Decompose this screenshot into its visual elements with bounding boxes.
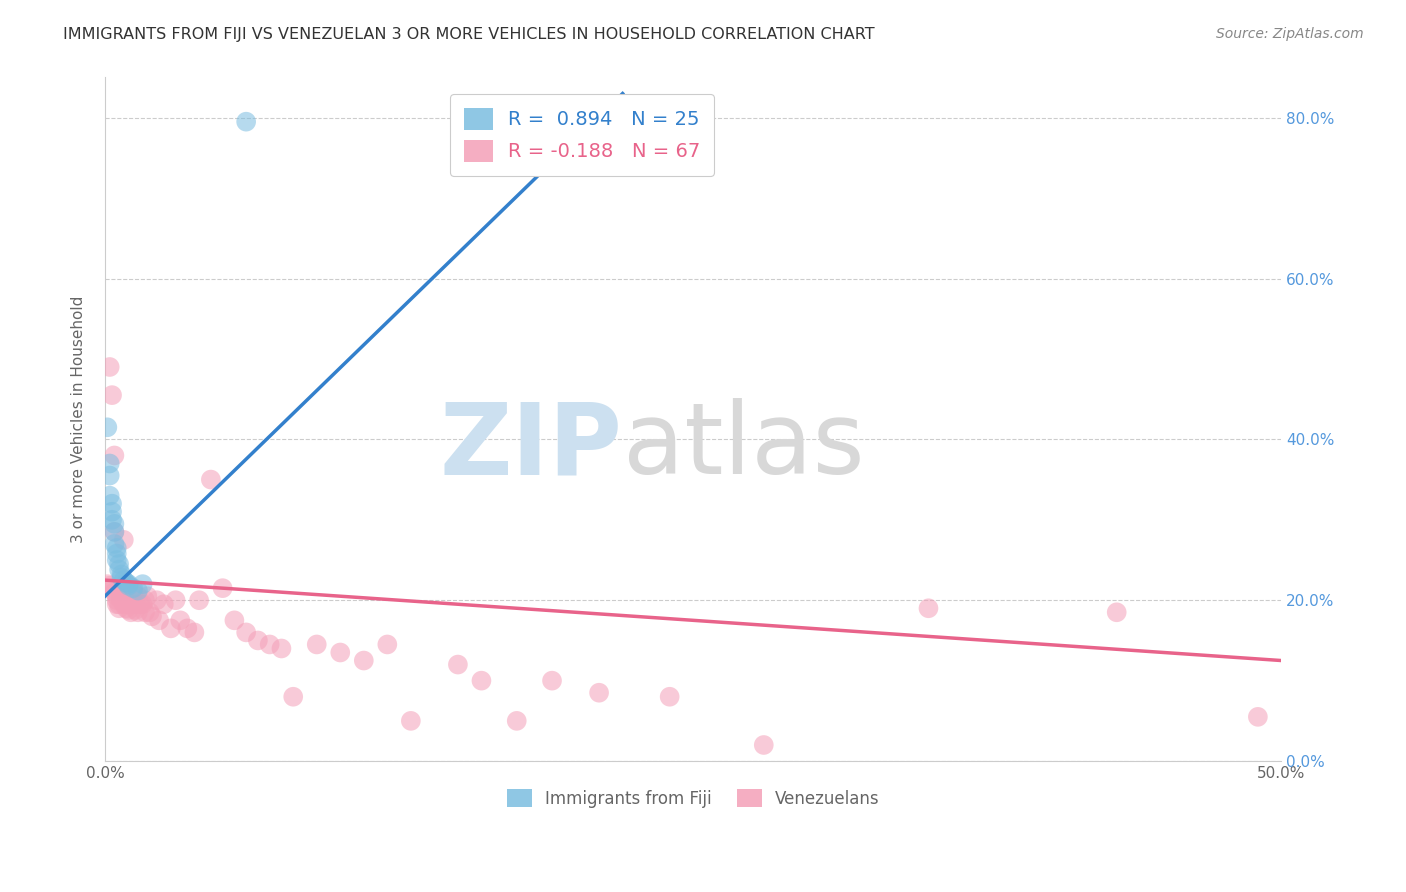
Point — [447, 657, 470, 672]
Point — [105, 547, 128, 561]
Point — [141, 609, 163, 624]
Point — [98, 359, 121, 374]
Point — [101, 388, 124, 402]
Point — [112, 573, 135, 587]
Point — [96, 420, 118, 434]
Point — [211, 581, 233, 595]
Point — [200, 473, 222, 487]
Point — [131, 597, 153, 611]
Point — [127, 583, 149, 598]
Point — [588, 686, 610, 700]
Point — [101, 581, 124, 595]
Point — [658, 690, 681, 704]
Text: ZIP: ZIP — [440, 398, 623, 495]
Point — [246, 633, 269, 648]
Point — [134, 593, 156, 607]
Point — [148, 613, 170, 627]
Point — [103, 449, 125, 463]
Point — [115, 601, 138, 615]
Point — [103, 537, 125, 551]
Point — [122, 585, 145, 599]
Point — [131, 577, 153, 591]
Point — [103, 524, 125, 539]
Point — [224, 613, 246, 627]
Point — [235, 114, 257, 128]
Point — [110, 571, 132, 585]
Point — [115, 577, 138, 591]
Text: Source: ZipAtlas.com: Source: ZipAtlas.com — [1216, 27, 1364, 41]
Point — [110, 567, 132, 582]
Point — [917, 601, 939, 615]
Point — [127, 589, 149, 603]
Point — [103, 524, 125, 539]
Point — [122, 581, 145, 595]
Point — [101, 513, 124, 527]
Point — [188, 593, 211, 607]
Legend: Immigrants from Fiji, Venezuelans: Immigrants from Fiji, Venezuelans — [501, 783, 886, 814]
Point — [117, 577, 139, 591]
Point — [1247, 710, 1270, 724]
Point — [115, 575, 138, 590]
Point — [145, 593, 167, 607]
Point — [259, 637, 281, 651]
Point — [101, 497, 124, 511]
Point — [105, 541, 128, 555]
Point — [96, 577, 118, 591]
Point — [105, 589, 128, 603]
Point — [134, 605, 156, 619]
Point — [1105, 605, 1128, 619]
Point — [169, 613, 191, 627]
Point — [120, 593, 142, 607]
Point — [136, 589, 159, 603]
Point — [129, 597, 152, 611]
Point — [117, 597, 139, 611]
Point — [470, 673, 492, 688]
Point — [165, 593, 187, 607]
Point — [98, 489, 121, 503]
Point — [110, 593, 132, 607]
Point — [124, 603, 146, 617]
Point — [235, 625, 257, 640]
Point — [176, 621, 198, 635]
Point — [127, 605, 149, 619]
Text: IMMIGRANTS FROM FIJI VS VENEZUELAN 3 OR MORE VEHICLES IN HOUSEHOLD CORRELATION C: IMMIGRANTS FROM FIJI VS VENEZUELAN 3 OR … — [63, 27, 875, 42]
Point — [110, 589, 132, 603]
Point — [270, 641, 292, 656]
Text: atlas: atlas — [623, 398, 865, 495]
Point — [112, 597, 135, 611]
Point — [305, 637, 328, 651]
Point — [183, 625, 205, 640]
Point — [353, 654, 375, 668]
Point — [752, 738, 775, 752]
Point — [329, 646, 352, 660]
Point — [375, 637, 398, 651]
Point — [103, 585, 125, 599]
Point — [541, 673, 564, 688]
Point — [101, 505, 124, 519]
Point — [399, 714, 422, 728]
Point — [105, 593, 128, 607]
Point — [506, 714, 529, 728]
Point — [108, 601, 131, 615]
Point — [283, 690, 305, 704]
Point — [108, 597, 131, 611]
Point — [153, 597, 176, 611]
Point — [117, 603, 139, 617]
Point — [98, 579, 121, 593]
Y-axis label: 3 or more Vehicles in Household: 3 or more Vehicles in Household — [72, 295, 86, 543]
Point — [105, 553, 128, 567]
Point — [122, 597, 145, 611]
Point — [112, 533, 135, 547]
Point — [120, 605, 142, 619]
Point — [138, 605, 160, 619]
Point — [117, 579, 139, 593]
Point — [98, 468, 121, 483]
Point — [105, 597, 128, 611]
Point — [103, 516, 125, 531]
Point — [108, 563, 131, 577]
Point — [108, 557, 131, 571]
Point — [160, 621, 183, 635]
Point — [98, 457, 121, 471]
